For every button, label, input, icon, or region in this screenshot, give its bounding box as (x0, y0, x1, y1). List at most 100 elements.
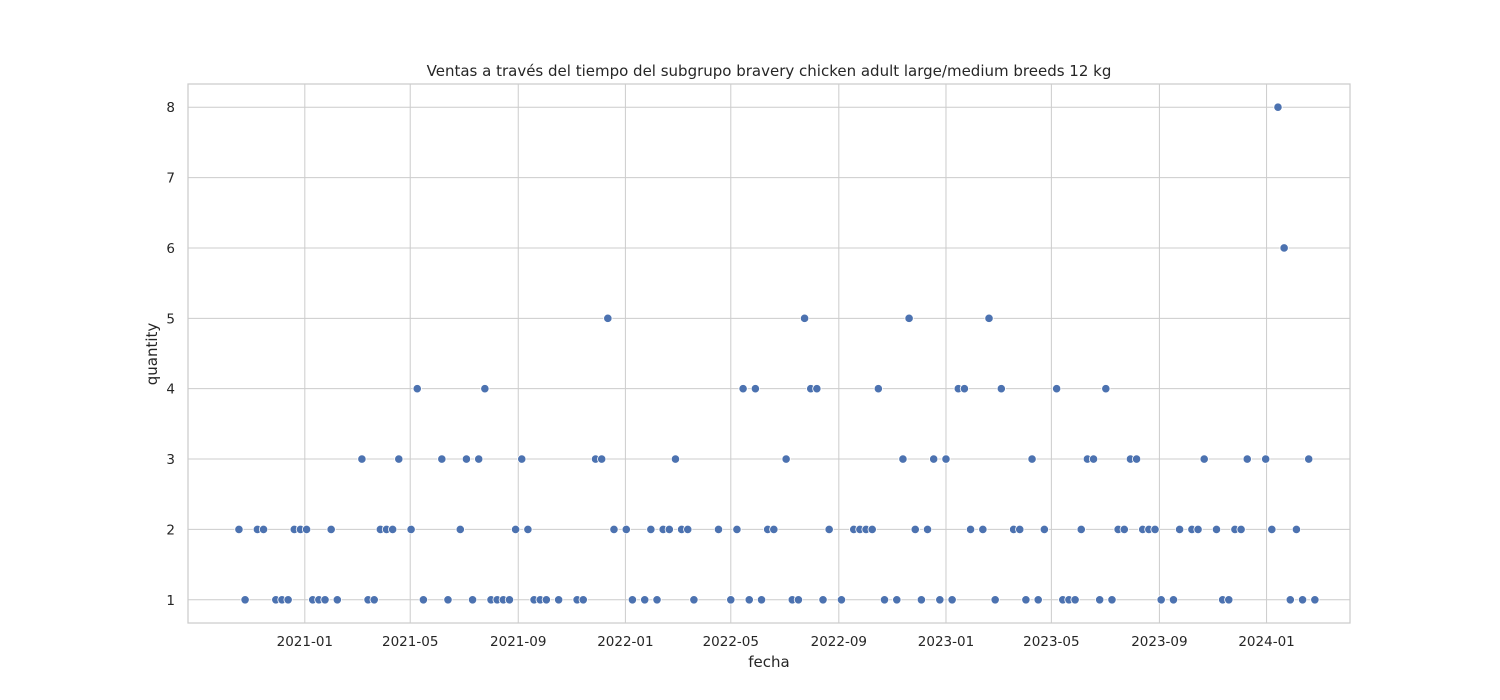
data-point (234, 524, 244, 535)
data-point (738, 384, 748, 394)
data-point (301, 524, 312, 535)
x-tick-label: 2024-01 (1238, 634, 1294, 650)
data-point (1131, 454, 1142, 464)
y-tick-label: 8 (166, 100, 175, 116)
data-point (1107, 595, 1117, 605)
data-point (1052, 384, 1062, 394)
y-axis-label: quantity (143, 323, 161, 386)
data-point (990, 595, 1000, 605)
data-point (818, 595, 828, 605)
data-point (1027, 454, 1037, 464)
data-point (437, 454, 447, 464)
data-point (910, 524, 920, 535)
data-point (1156, 595, 1166, 605)
data-point (443, 595, 453, 605)
x-tick-label: 2022-05 (703, 634, 759, 650)
data-point (769, 524, 779, 535)
data-point (929, 454, 939, 464)
data-point (1119, 524, 1129, 535)
x-tick-label: 2022-09 (811, 634, 867, 650)
data-point (1070, 595, 1080, 605)
data-point (726, 595, 736, 605)
data-point (922, 524, 933, 535)
data-point (1236, 524, 1246, 535)
x-tick-label: 2021-01 (277, 634, 333, 650)
data-point (240, 595, 250, 605)
data-point (916, 595, 926, 605)
data-point (732, 524, 742, 535)
y-tick-label: 4 (166, 382, 175, 398)
data-point (1297, 595, 1308, 605)
data-points (234, 102, 1320, 605)
data-point (412, 384, 422, 394)
data-point (904, 313, 914, 323)
data-point (713, 524, 724, 535)
data-point (332, 595, 342, 605)
data-point (670, 454, 681, 464)
data-point (320, 595, 330, 605)
data-point (898, 454, 908, 464)
data-point (357, 454, 367, 464)
data-point (984, 313, 994, 323)
data-point (609, 524, 619, 535)
data-point (511, 524, 521, 535)
y-tick-label: 2 (166, 522, 175, 538)
data-point (1285, 595, 1295, 605)
data-point (1193, 524, 1203, 535)
data-point (1304, 454, 1314, 464)
data-point (418, 595, 428, 605)
data-point (1242, 454, 1252, 464)
data-point (1291, 524, 1302, 535)
data-point (283, 595, 293, 605)
data-point (1267, 524, 1277, 535)
data-point (799, 313, 810, 323)
data-point (621, 524, 631, 535)
y-tick-labels: 1 2 3 4 5 6 7 8 (166, 100, 175, 609)
data-point (812, 384, 822, 394)
data-point (388, 524, 398, 535)
data-point (1261, 454, 1271, 464)
data-point (541, 595, 551, 605)
data-point (1021, 595, 1031, 605)
data-point (1033, 595, 1043, 605)
data-point (978, 524, 988, 535)
grid (188, 84, 1350, 623)
data-point (935, 595, 945, 605)
data-point (683, 524, 693, 535)
data-point (1150, 524, 1160, 535)
data-point (1076, 524, 1086, 535)
data-point (867, 524, 877, 535)
data-point (959, 384, 970, 394)
data-point (664, 524, 674, 535)
data-point (517, 454, 527, 464)
y-tick-label: 5 (166, 311, 175, 327)
data-point (892, 595, 902, 605)
data-point (750, 384, 760, 394)
data-point (879, 595, 890, 605)
x-tick-label: 2021-09 (490, 634, 546, 650)
data-point (1279, 243, 1289, 253)
x-tick-labels: 2021-01 2021-05 2021-09 2022-01 2022-05 2022-… (277, 634, 1295, 650)
data-point (996, 384, 1006, 394)
data-point (1273, 102, 1283, 112)
data-point (467, 595, 478, 605)
x-tick-label: 2022-01 (597, 634, 653, 650)
data-point (326, 524, 336, 535)
data-point (1175, 524, 1185, 535)
plot-frame (187, 83, 1351, 624)
data-point (1310, 595, 1320, 605)
x-tick-label: 2023-05 (1023, 634, 1079, 650)
data-point (689, 595, 699, 605)
data-point (406, 524, 416, 535)
data-point (781, 454, 791, 464)
x-tick-label: 2023-09 (1131, 634, 1187, 650)
y-tick-label: 7 (166, 171, 175, 187)
data-point (1224, 595, 1234, 605)
chart-title: Ventas a través del tiempo del subgrupo … (427, 62, 1112, 80)
data-point (793, 595, 804, 605)
x-tick-label: 2021-05 (382, 634, 438, 650)
data-point (824, 524, 834, 535)
y-tick-label: 1 (166, 593, 175, 609)
data-point (578, 595, 588, 605)
